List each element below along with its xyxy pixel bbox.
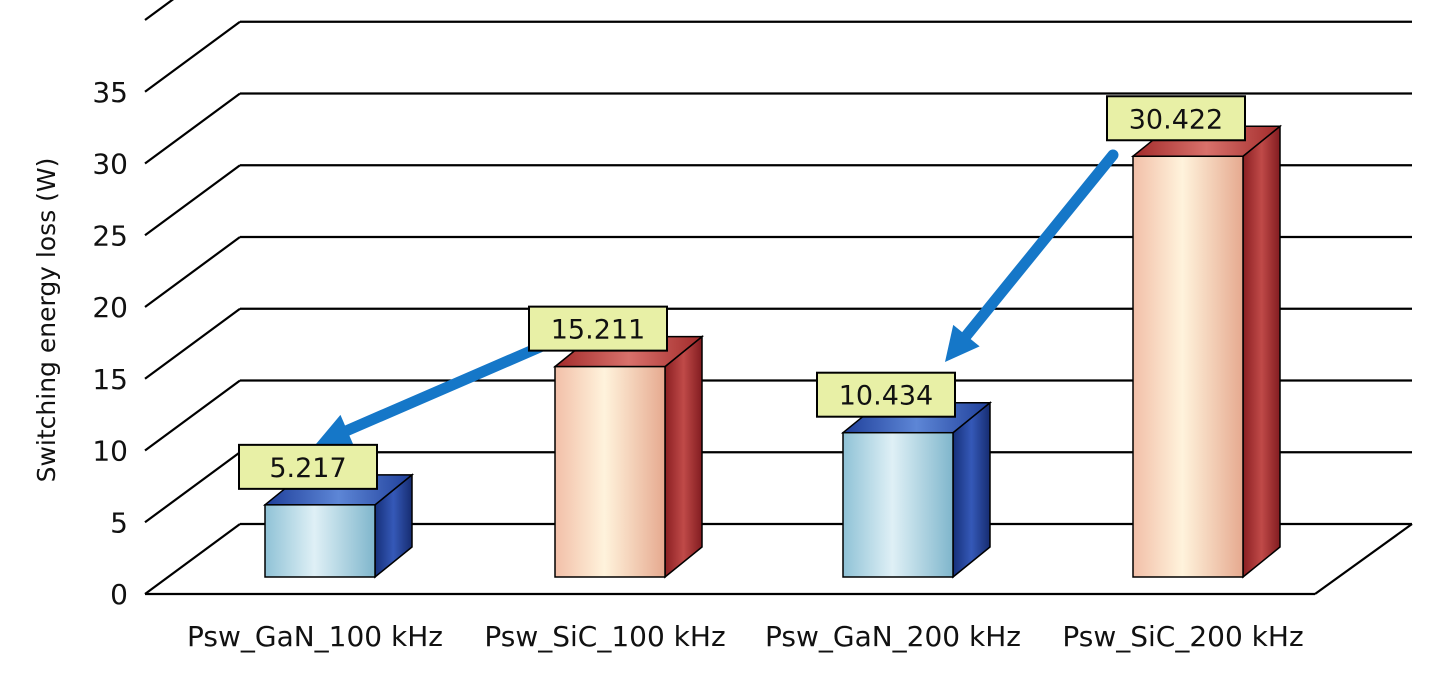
grid-diagonal (144, 0, 174, 21)
bar-front (842, 431, 954, 578)
annotation-arrows (316, 149, 1119, 447)
arrow-shaft (341, 341, 546, 436)
y-axis-ticks: 0 5 10 15 20 25 30 35 (92, 76, 128, 611)
y-tick-label: 15 (92, 363, 128, 396)
grid-diagonal (144, 92, 241, 165)
data-label-box (1106, 95, 1246, 142)
bar-2 (552, 335, 705, 579)
bar-front (554, 365, 666, 578)
data-label-text: 5.217 (269, 453, 346, 484)
bar-side (1242, 124, 1281, 579)
arrow-head (316, 414, 354, 447)
x-category-label: Psw_GaN_200 kHz (765, 620, 1021, 653)
arrow-shaft (960, 149, 1119, 342)
y-tick-label: 30 (92, 148, 128, 181)
bars (262, 124, 1283, 579)
grid-diagonal (144, 236, 241, 308)
data-label-box (528, 305, 668, 352)
arrow-head (945, 324, 980, 362)
grid-diagonal (144, 164, 241, 237)
y-tick-label: 5 (110, 506, 128, 539)
y-tick-label: 20 (92, 291, 128, 324)
data-label-text: 10.434 (839, 381, 933, 412)
data-label-box (816, 371, 956, 418)
bar-front (264, 504, 376, 578)
annotation-arrow (945, 149, 1119, 362)
data-label-text: 15.211 (551, 315, 645, 346)
data-label-3: 10.434 (816, 371, 956, 418)
grid-diagonal (144, 307, 241, 380)
bar-1 (262, 473, 415, 579)
y-axis-label: Switching energy loss (W) (32, 158, 61, 483)
bar-side (664, 335, 703, 579)
bar-front (1132, 155, 1244, 578)
data-label-1: 5.217 (238, 443, 378, 490)
bar-3 (840, 401, 993, 579)
data-label-text: 30.422 (1129, 104, 1223, 135)
grid-diagonal (144, 379, 241, 452)
x-category-label: Psw_SiC_100 kHz (484, 620, 725, 653)
y-tick-label: 0 (110, 578, 128, 611)
x-category-label: Psw_SiC_200 kHz (1062, 620, 1303, 653)
grid-diagonal (144, 20, 241, 93)
y-tick-label: 35 (92, 76, 128, 109)
grid-diagonal (144, 451, 241, 524)
bar-4 (1130, 124, 1283, 579)
data-label-4: 30.422 (1106, 95, 1246, 142)
y-tick-label: 10 (92, 435, 128, 468)
data-labels: 5.217 15.211 10.434 30.422 (238, 95, 1246, 490)
grid-diagonal (144, 523, 241, 595)
x-axis-categories: Psw_GaN_100 kHz Psw_SiC_100 kHz Psw_GaN_20… (187, 620, 1304, 653)
floor-right-edge (1314, 523, 1413, 595)
annotation-arrow (316, 341, 546, 447)
y-tick-label: 25 (92, 219, 128, 252)
data-label-box (238, 443, 378, 490)
x-category-label: Psw_GaN_100 kHz (187, 620, 443, 653)
data-label-2: 15.211 (528, 305, 668, 352)
